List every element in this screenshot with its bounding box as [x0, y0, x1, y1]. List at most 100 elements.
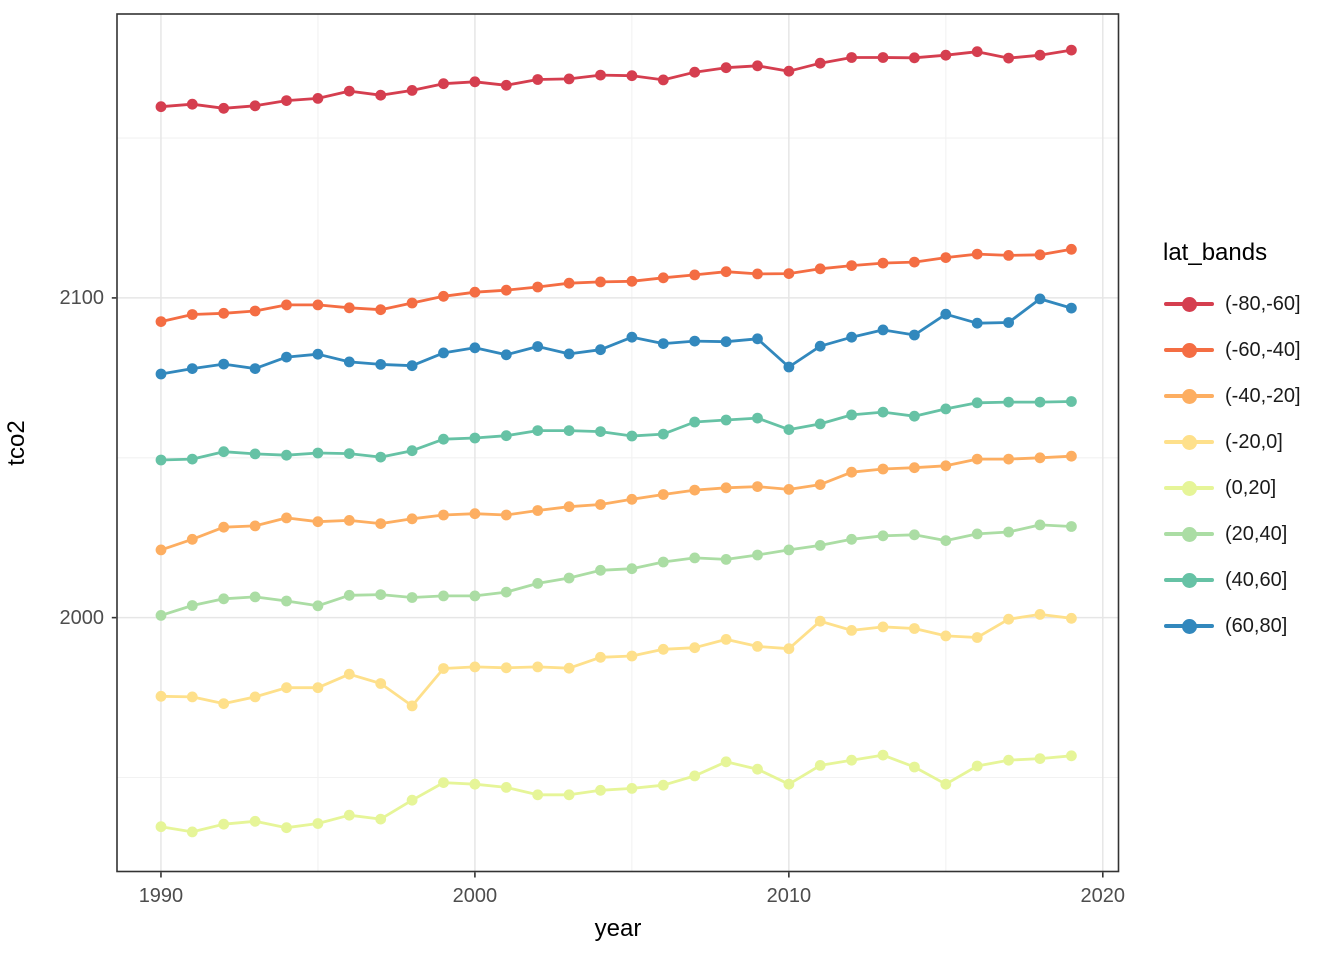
- data-point: [155, 821, 167, 833]
- data-point: [438, 290, 449, 302]
- data-point: [1003, 250, 1014, 261]
- data-point: [909, 410, 920, 422]
- data-point: [375, 451, 387, 463]
- data-point: [783, 65, 795, 77]
- data-point: [909, 52, 920, 64]
- data-point: [657, 428, 669, 440]
- data-point: [1003, 52, 1014, 64]
- data-point: [814, 57, 826, 69]
- data-point: [469, 661, 481, 673]
- data-point: [218, 818, 230, 830]
- data-point: [752, 333, 763, 345]
- data-point: [469, 286, 481, 298]
- legend-item: (20,40]: [1163, 511, 1333, 557]
- data-point: [343, 356, 355, 368]
- data-point: [971, 632, 983, 643]
- data-point: [375, 813, 387, 825]
- data-point: [720, 336, 732, 348]
- data-point: [1066, 44, 1077, 56]
- data-point: [186, 363, 198, 374]
- data-point: [971, 46, 983, 58]
- x-tick-label-1990: 1990: [138, 885, 184, 907]
- data-point: [971, 453, 983, 465]
- data-point: [563, 277, 575, 289]
- data-point: [563, 572, 575, 584]
- data-point: [532, 341, 544, 352]
- data-point: [1034, 452, 1046, 464]
- data-point: [877, 324, 889, 336]
- data-point: [532, 578, 544, 589]
- data-point: [438, 590, 449, 602]
- data-point: [155, 368, 167, 380]
- data-point: [595, 564, 606, 576]
- data-point: [909, 529, 920, 541]
- data-point: [909, 462, 920, 474]
- data-point: [218, 102, 230, 114]
- data-point: [752, 641, 763, 652]
- data-point: [814, 615, 826, 627]
- legend-title: lat_bands: [1163, 239, 1268, 266]
- data-point: [375, 359, 387, 370]
- data-point: [343, 515, 355, 526]
- data-point: [375, 89, 387, 101]
- x-tick-label-2020: 2020: [1080, 885, 1126, 907]
- legend-item: (-20,0]: [1163, 419, 1333, 465]
- data-point: [720, 62, 732, 74]
- data-point: [343, 85, 355, 97]
- data-point: [249, 363, 261, 374]
- data-point: [155, 101, 167, 113]
- data-point: [343, 589, 355, 601]
- series-(-20,0]: [155, 609, 1077, 712]
- data-point: [846, 260, 857, 271]
- data-point: [689, 269, 701, 281]
- data-point: [218, 521, 230, 533]
- data-point: [971, 317, 983, 329]
- data-point: [626, 331, 638, 343]
- data-point: [532, 505, 544, 516]
- data-point: [312, 447, 324, 459]
- data-point: [186, 453, 198, 465]
- data-point: [626, 650, 638, 662]
- data-point: [500, 79, 512, 91]
- data-point: [500, 782, 512, 793]
- line-dot-key-icon: [1163, 476, 1215, 500]
- data-point: [469, 342, 481, 354]
- data-point: [218, 698, 230, 709]
- series-(0,20]: [155, 749, 1077, 838]
- data-point: [940, 308, 952, 320]
- data-point: [281, 351, 292, 363]
- data-point: [877, 621, 889, 633]
- data-point: [846, 533, 857, 545]
- data-point: [846, 466, 857, 478]
- legend: lat_bands (-80,-60] (-60,-40] (-40,-20] …: [1163, 240, 1333, 649]
- data-point: [281, 95, 292, 106]
- data-point: [1066, 612, 1077, 624]
- data-point: [689, 335, 701, 347]
- data-point: [1034, 396, 1046, 408]
- axis-ticks: [111, 297, 1104, 878]
- data-point: [406, 592, 418, 603]
- data-point: [752, 412, 763, 424]
- data-point: [469, 778, 481, 790]
- legend-item-label: (0,20]: [1225, 477, 1277, 499]
- data-point: [720, 482, 732, 494]
- data-point: [720, 634, 732, 645]
- data-point: [846, 331, 857, 343]
- data-point: [375, 589, 387, 600]
- data-point: [689, 416, 701, 428]
- data-point: [1034, 249, 1046, 261]
- data-point: [281, 299, 292, 311]
- data-point: [312, 93, 324, 104]
- data-point: [438, 777, 449, 788]
- legend-item-label: (60,80]: [1225, 615, 1288, 637]
- data-point: [657, 556, 669, 568]
- data-point: [563, 789, 575, 801]
- data-point: [186, 533, 198, 545]
- data-point: [1003, 453, 1014, 465]
- data-point: [218, 446, 230, 458]
- data-point: [186, 826, 198, 838]
- data-point: [595, 426, 606, 437]
- line-dot-key-icon: [1163, 384, 1215, 408]
- data-point: [752, 763, 763, 775]
- data-point: [1003, 754, 1014, 766]
